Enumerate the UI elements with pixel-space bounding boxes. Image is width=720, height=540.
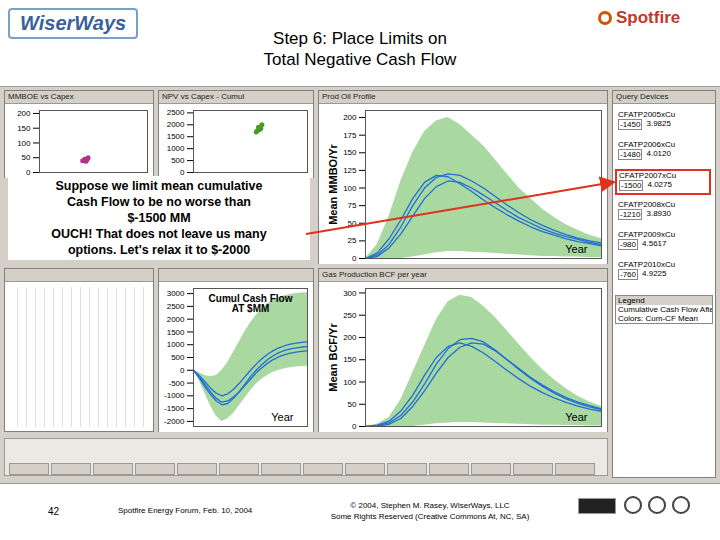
html-text:MMBOE vs Capex: MMBOE vs Capex (8, 92, 74, 101)
svg-text:0: 0 (352, 422, 357, 431)
html-text:-1210: -1210 (620, 210, 641, 219)
svg-text:3000: 3000 (167, 289, 185, 298)
svg-text:50: 50 (348, 219, 357, 228)
html-text:3.8930: 3.8930 (646, 209, 671, 218)
svg-text:50: 50 (22, 153, 31, 162)
html-text:Suppose we limit mean cumulati: Suppose we limit mean cumulative (55, 179, 263, 193)
svg-text:500: 500 (171, 156, 185, 165)
svg-text:1000: 1000 (167, 340, 185, 349)
html-text:Query Devices: Query Devices (616, 92, 669, 101)
html-text:Some Rights Reserved (Creative: Some Rights Reserved (Creative Commons A… (330, 512, 530, 521)
svg-text:0: 0 (352, 254, 357, 263)
html-text:Spotfire: Spotfire (616, 8, 681, 27)
html-text:options. Let's relax it to $-2: options. Let's relax it to $-2000 (67, 243, 251, 257)
svg-text:Year: Year (271, 411, 294, 423)
svg-text:300: 300 (343, 289, 357, 298)
html-text:-1450: -1450 (620, 120, 641, 129)
svg-text:0: 0 (26, 168, 31, 178)
html-text:CFATP2005xCu: CFATP2005xCu (618, 110, 676, 119)
svg-text:100: 100 (343, 184, 357, 193)
svg-text:175: 175 (343, 131, 357, 140)
svg-text:-500: -500 (168, 379, 185, 388)
html-text:Gas Production BCF per year: Gas Production BCF per year (322, 270, 427, 279)
html-text:-1480: -1480 (620, 150, 641, 159)
html-text:-1500: -1500 (621, 181, 642, 190)
svg-text:2500: 2500 (167, 302, 185, 311)
html-text:NPV vs Capex - Cumul: NPV vs Capex - Cumul (162, 92, 245, 101)
html-text:-980: -980 (620, 240, 636, 249)
svg-text:100: 100 (343, 378, 357, 387)
svg-text:-2000: -2000 (164, 417, 185, 426)
html-text:Cash Flow to be no worse than: Cash Flow to be no worse than (67, 195, 251, 209)
svg-text:1500: 1500 (167, 328, 185, 337)
svg-text:150: 150 (343, 355, 357, 364)
html-text:Total Negative Cash Flow: Total Negative Cash Flow (263, 50, 457, 69)
html-text:WiserWays: WiserWays (20, 12, 127, 34)
html-text:4.0120: 4.0120 (646, 149, 671, 158)
svg-text:25: 25 (348, 236, 357, 245)
html-text:CFATP2007xCu: CFATP2007xCu (619, 171, 677, 180)
svg-text:200: 200 (343, 113, 357, 122)
svg-text:-1000: -1000 (164, 391, 185, 400)
html-text:Step 6: Place Limits on: Step 6: Place Limits on (273, 29, 447, 48)
svg-text:0: 0 (180, 168, 185, 178)
html-text:© 2004, Stephen M. Rasey, Wise: © 2004, Stephen M. Rasey, WiserWays, LLC (350, 501, 510, 510)
svg-text:150: 150 (343, 148, 357, 157)
svg-text:1500: 1500 (167, 132, 185, 141)
svg-text:75: 75 (348, 201, 357, 210)
html-text:Spotfire Energy Forum, Feb. 10: Spotfire Energy Forum, Feb. 10, 2004 (118, 506, 253, 515)
html-text:CFATP2010xCu: CFATP2010xCu (618, 260, 676, 269)
svg-text:2000: 2000 (167, 120, 185, 129)
svg-text:200: 200 (17, 109, 31, 118)
svg-text:500: 500 (171, 353, 185, 362)
svg-text:1000: 1000 (167, 144, 185, 153)
svg-text:0: 0 (180, 366, 185, 375)
svg-text:Cumul Cash FlowAT $MM: Cumul Cash FlowAT $MM (209, 293, 293, 314)
svg-text:125: 125 (343, 166, 357, 175)
svg-text:150: 150 (17, 124, 31, 133)
svg-text:-1500: -1500 (164, 404, 185, 413)
html-text:CFATP2008xCu: CFATP2008xCu (618, 200, 676, 209)
svg-text:Mean BCF/Yr: Mean BCF/Yr (327, 323, 339, 392)
svg-text:200: 200 (343, 333, 357, 342)
svg-text:50: 50 (348, 400, 357, 409)
svg-text:Year: Year (565, 243, 588, 255)
html-text:3.9825: 3.9825 (646, 119, 671, 128)
html-text:4.9225: 4.9225 (642, 269, 667, 278)
html-text:4.0275: 4.0275 (647, 180, 672, 189)
html-text:4.5617: 4.5617 (642, 239, 667, 248)
svg-text:250: 250 (343, 311, 357, 320)
svg-text:2000: 2000 (167, 315, 185, 324)
html-text:Prod Oil Profile: Prod Oil Profile (322, 92, 376, 101)
html-text:OUCH! That does not leave us m: OUCH! That does not leave us many (51, 227, 267, 241)
svg-text:Mean MMBO/Yr: Mean MMBO/Yr (327, 143, 339, 224)
html-text:-760: -760 (620, 270, 636, 279)
svg-text:Year: Year (565, 411, 588, 423)
html-text:Legend: Legend (618, 296, 645, 305)
html-text:42: 42 (48, 506, 60, 517)
html-text:Colors: Cum-CF Mean: Colors: Cum-CF Mean (618, 314, 698, 323)
html-text:$-1500 MM: $-1500 MM (127, 211, 191, 225)
html-text:CFATP2006xCu: CFATP2006xCu (618, 140, 676, 149)
html-text:CFATP2009xCu: CFATP2009xCu (618, 230, 676, 239)
svg-text:2500: 2500 (167, 108, 185, 117)
svg-text:100: 100 (17, 139, 31, 148)
